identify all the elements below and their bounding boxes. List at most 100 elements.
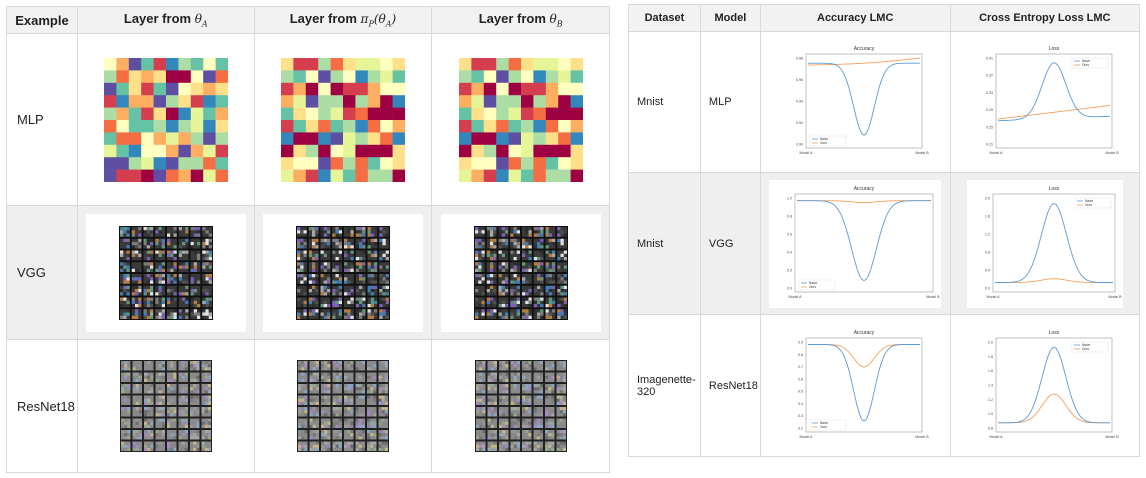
resnet-filters-a: [119, 360, 212, 452]
naive-curve: [997, 62, 1110, 122]
ours-curve: [994, 277, 1113, 283]
plot-title: Accuracy: [854, 46, 875, 52]
dataset-imagenette: Imagenette-320: [628, 314, 701, 457]
x-tick-model-b: Model B: [916, 435, 930, 439]
y-tick-label: 0.4: [787, 250, 792, 254]
y-tick-label: 0.8: [988, 426, 993, 430]
plot-title: Loss: [1049, 46, 1060, 52]
model-resnet18: ResNet18: [699, 314, 761, 457]
naive-curve: [994, 202, 1113, 283]
plot-frame: [805, 53, 923, 149]
loss-plot-resnet: Loss 2.0 1.8 1.6 1.4 1.2 1.0 0.8 Model A Model B N…: [988, 330, 1119, 439]
x-tick-model-a: Model A: [789, 295, 803, 299]
y-tick-label: 1.2: [988, 397, 993, 401]
y-tick-label: 1.6: [985, 214, 990, 218]
legend-naive: Naive: [820, 137, 828, 141]
y-tick-label: 0.0: [787, 286, 792, 290]
y-tick-label: 0.0: [985, 286, 990, 290]
plot-title: Loss: [1049, 186, 1060, 192]
y-tick-label: 0.8: [798, 352, 803, 356]
plot-frame: [995, 53, 1113, 149]
legend-ours: Ours: [1082, 63, 1089, 67]
header-example: Example: [6, 6, 78, 34]
legend-ours: Ours: [820, 425, 827, 429]
y-tick-label: 0.90: [796, 143, 803, 147]
y-tick-label: 1.2: [985, 232, 990, 236]
vgg-filters-b: [473, 225, 568, 320]
y-tick-label: 0.37: [986, 74, 993, 78]
y-tick-label: 0.96: [796, 78, 803, 82]
resnet-filters-permuted: [296, 360, 389, 452]
legend-naive: Naive: [809, 281, 817, 285]
plot-frame: [992, 193, 1116, 292]
legend-naive: Naive: [1085, 199, 1093, 203]
y-tick-label: 0.92: [796, 121, 803, 125]
mlp-weights-permuted: [280, 57, 405, 182]
plot-legend: [810, 135, 847, 147]
y-tick-label: 0.7: [798, 365, 803, 369]
legend-ours: Ours: [1082, 347, 1089, 351]
accuracy-plot-vgg: Accuracy 1.0 0.8 0.6 0.4 0.2 0.0 Model A Model B…: [769, 179, 942, 308]
loss-plot-mlp: Loss 0.41 0.37 0.33 0.29 0.25 0.21 Model A Model…: [986, 46, 1119, 155]
y-tick-label: 0.6: [798, 377, 803, 381]
legend-ours: Ours: [1085, 203, 1092, 207]
header-layer-a: Layer from θA: [76, 6, 255, 34]
plot-title: Accuracy: [854, 186, 875, 192]
ours-curve: [808, 343, 921, 367]
vgg-filters-a: [118, 225, 213, 320]
y-tick-label: 0.6: [787, 232, 792, 236]
y-tick-label: 0.21: [986, 143, 993, 147]
plot-frame: [794, 193, 934, 292]
y-tick-label: 0.8: [787, 214, 792, 218]
header-dataset: Dataset: [628, 4, 701, 32]
legend-ours: Ours: [809, 285, 816, 289]
x-tick-model-a: Model A: [989, 435, 1003, 439]
vgg-filters-permuted: [295, 225, 390, 320]
y-tick-label: 0.2: [798, 426, 803, 430]
dataset-mnist-2: Mnist: [628, 172, 701, 315]
x-tick-model-a: Model A: [989, 151, 1003, 155]
y-tick-label: 1.0: [988, 412, 993, 416]
header-loss: Cross Entropy Loss LMC: [949, 4, 1141, 32]
y-tick-label: 0.4: [798, 401, 803, 405]
naive-curve: [797, 199, 932, 281]
y-tick-label: 0.8: [985, 250, 990, 254]
resnet-filters-b: [474, 360, 567, 452]
loss-plot-vgg: Loss 2.0 1.6 1.2 0.8 0.4 0.0 Model A Model B Naiv…: [966, 179, 1123, 308]
y-tick-label: 0.3: [798, 414, 803, 418]
plot-legend: [799, 279, 836, 290]
weights-table: Example Layer from θA Layer from πP(θA) …: [6, 6, 610, 473]
model-vgg: VGG: [699, 172, 761, 315]
y-tick-label: 2.0: [985, 196, 990, 200]
y-tick-label: 0.98: [796, 57, 803, 61]
ours-curve: [997, 105, 1110, 120]
y-tick-label: 0.5: [798, 389, 803, 393]
mlp-weights-b: [458, 57, 583, 182]
row-label-vgg: VGG: [6, 205, 78, 340]
y-tick-label: 0.94: [796, 100, 803, 104]
x-tick-model-b: Model B: [1105, 435, 1119, 439]
x-tick-model-b: Model B: [1108, 295, 1122, 299]
y-tick-label: 0.4: [985, 268, 990, 272]
legend-naive: Naive: [1082, 343, 1090, 347]
plot-legend: [810, 419, 847, 430]
y-tick-label: 0.33: [986, 91, 993, 95]
row-label-resnet18: ResNet18: [6, 339, 78, 473]
y-tick-label: 0.41: [986, 57, 993, 61]
plot-frame: [805, 337, 923, 432]
x-tick-model-b: Model B: [927, 295, 941, 299]
y-tick-label: 1.4: [988, 383, 993, 387]
y-tick-label: 0.9: [798, 340, 803, 344]
mlp-weights-a: [103, 57, 228, 182]
plot-title: Accuracy: [854, 330, 875, 336]
ours-curve: [997, 393, 1110, 423]
header-layer-b: Layer from θB: [431, 6, 610, 34]
y-tick-label: 0.25: [986, 125, 993, 129]
x-tick-model-a: Model A: [800, 151, 814, 155]
plot-frame: [995, 337, 1113, 432]
y-tick-label: 0.29: [986, 108, 993, 112]
row-label-mlp: MLP: [6, 33, 78, 206]
header-accuracy: Accuracy LMC: [759, 4, 951, 32]
plot-legend: [1071, 341, 1108, 352]
y-tick-label: 1.0: [787, 196, 792, 200]
